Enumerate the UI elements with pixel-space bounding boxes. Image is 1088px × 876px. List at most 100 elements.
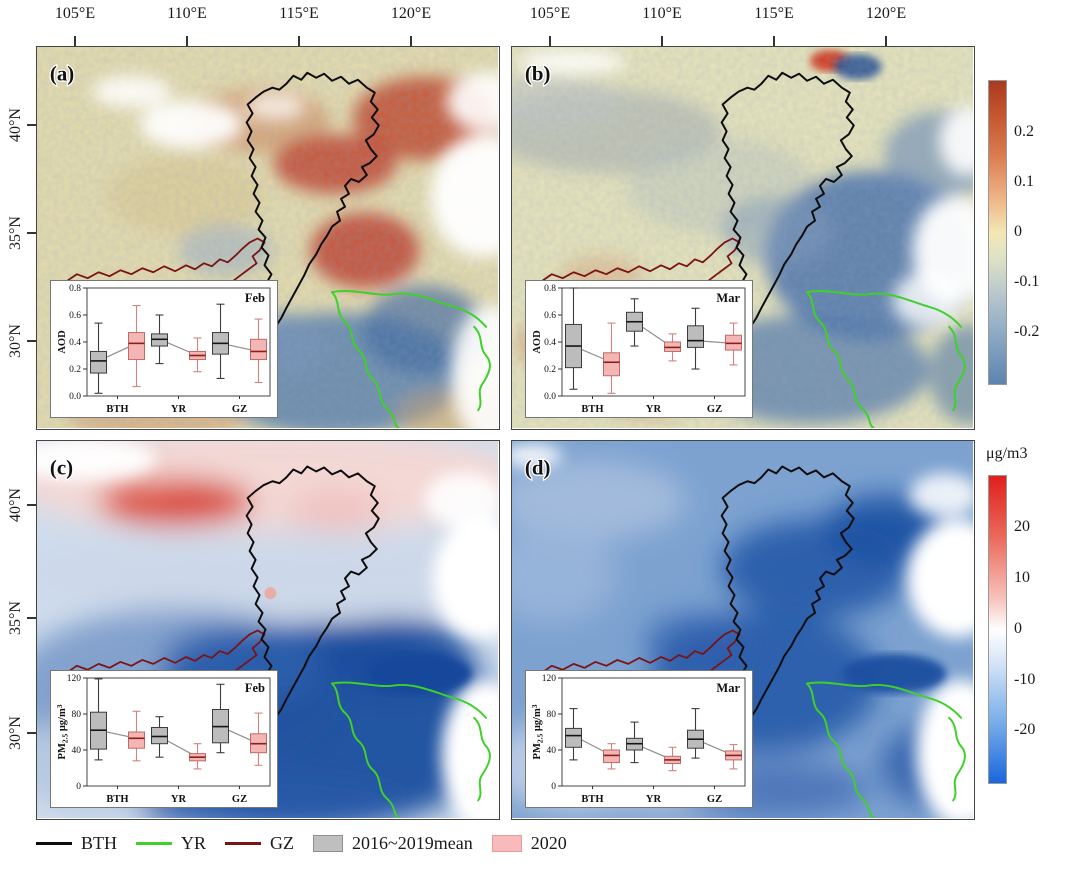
ytick-label: 0.0 bbox=[544, 392, 556, 402]
map-panel-b: (b) 0.0 0.2 0.4 0.6 0.8 AOD Mar BTH YR GZ bbox=[511, 46, 975, 430]
lon-tick bbox=[661, 36, 663, 46]
lat-tick bbox=[27, 617, 36, 619]
panel-letter-c: (c) bbox=[50, 457, 73, 479]
legend-label: 2016~2019mean bbox=[352, 832, 473, 853]
legend-item-2016-2019mean: 2016~2019mean bbox=[313, 833, 473, 854]
category-label: BTH bbox=[581, 794, 603, 805]
lat-label: 35°N bbox=[7, 216, 24, 250]
boxplot-frame bbox=[86, 287, 271, 397]
box bbox=[687, 325, 704, 348]
lon-tick bbox=[298, 36, 300, 46]
legend-label: 2020 bbox=[530, 832, 567, 853]
lon-tick bbox=[410, 36, 412, 46]
ytick-label: 120 bbox=[67, 674, 82, 684]
inset-boxplot-d: 0 40 80 120 PM2.5 μg/m3 Mar BTH YR GZ bbox=[525, 670, 753, 808]
panel-letter-a: (a) bbox=[50, 62, 74, 86]
legend-line-swatch bbox=[225, 841, 262, 845]
box bbox=[151, 727, 168, 745]
lon-tick bbox=[549, 36, 551, 46]
panel-letter-d: (d) bbox=[525, 457, 550, 479]
ytick-label: 0.6 bbox=[69, 311, 81, 321]
lon-tick bbox=[74, 36, 76, 46]
ytick-label: 80 bbox=[72, 710, 82, 720]
boxplot-svg-a: 0.0 0.2 0.4 0.6 0.8 AOD Feb BTH YR GZ bbox=[57, 284, 271, 415]
ytick-label: 120 bbox=[542, 674, 557, 684]
colorbar-tick-label: 0 bbox=[1014, 222, 1022, 240]
lon-label: 120°E bbox=[865, 5, 907, 22]
ytick-label: 40 bbox=[72, 746, 82, 756]
ytick-label: 0 bbox=[76, 782, 81, 792]
boxplot-svg-d: 0 40 80 120 PM2.5 μg/m3 Mar BTH YR GZ bbox=[530, 674, 746, 805]
box bbox=[90, 350, 107, 374]
ylabel: AOD bbox=[57, 330, 68, 354]
colorbar-pm: 20 10 0 -10 -20 bbox=[988, 475, 1036, 784]
ytick-label: 0.2 bbox=[544, 365, 556, 375]
legend-item-bth: BTH bbox=[36, 833, 117, 854]
box bbox=[128, 332, 145, 361]
legend-line-swatch bbox=[36, 841, 72, 845]
lat-tick bbox=[27, 124, 36, 126]
boxplot-frame bbox=[86, 677, 271, 787]
category-label: GZ bbox=[707, 404, 722, 415]
colorbar-tick-label: -10 bbox=[1014, 670, 1036, 688]
map-b-svg: (b) bbox=[512, 47, 973, 428]
lat-label: 30°N bbox=[7, 716, 24, 750]
category-label: BTH bbox=[106, 404, 128, 415]
box bbox=[603, 749, 620, 764]
box bbox=[250, 338, 267, 361]
ytick-label: 0.2 bbox=[69, 365, 81, 375]
legend-item-gz: GZ bbox=[225, 833, 294, 854]
inset-title: Mar bbox=[716, 291, 740, 305]
legend-box-swatch bbox=[313, 834, 344, 852]
panel-letter-b: (b) bbox=[525, 62, 551, 86]
colorbar-pm-unit: μg/m3 bbox=[986, 445, 1028, 462]
lon-label: 105°E bbox=[54, 5, 96, 22]
category-label: YR bbox=[646, 404, 662, 415]
legend-box-swatch bbox=[491, 834, 522, 852]
ylabel: PM2.5 μg/m3 bbox=[530, 704, 545, 759]
inset-title: Feb bbox=[245, 291, 265, 305]
category-label: GZ bbox=[232, 404, 247, 415]
category-label: GZ bbox=[707, 794, 722, 805]
box bbox=[128, 731, 145, 749]
map-panel-c: (c) 0 40 80 120 PM2.5 μg/m3 Feb BTH YR GZ bbox=[36, 440, 500, 820]
lat-label: 40°N bbox=[7, 488, 24, 522]
box bbox=[603, 352, 620, 377]
colorbar-tick-label: -0.2 bbox=[1014, 323, 1040, 341]
map-c-sea-white bbox=[37, 441, 498, 818]
map-c-shandong-peninsula bbox=[367, 654, 472, 694]
ytick-label: 0.4 bbox=[69, 338, 81, 348]
boxplot-svg-b: 0.0 0.2 0.4 0.6 0.8 AOD Mar BTH YR GZ bbox=[532, 284, 746, 415]
ylabel: PM2.5 μg/m3 bbox=[55, 704, 70, 759]
ytick-label: 0.8 bbox=[544, 284, 556, 294]
category-label: BTH bbox=[106, 794, 128, 805]
legend-line-swatch bbox=[136, 841, 172, 845]
lon-label: 120°E bbox=[390, 5, 432, 22]
ytick-label: 0.6 bbox=[544, 311, 556, 321]
colorbar-aod: 0.2 0.1 0 -0.1 -0.2 bbox=[988, 80, 1039, 385]
colorbar-tick-label: 0.1 bbox=[1014, 172, 1034, 190]
category-label: YR bbox=[646, 794, 662, 805]
colorbar-tick-label: -0.1 bbox=[1014, 272, 1040, 290]
ylabel: AOD bbox=[532, 330, 543, 354]
lat-label: 30°N bbox=[7, 324, 24, 358]
map-d-shandong-peninsula bbox=[842, 654, 947, 694]
ytick-label: 0 bbox=[551, 782, 556, 792]
lat-label: 35°N bbox=[7, 601, 24, 635]
legend-item-yr: YR bbox=[136, 833, 206, 854]
colorbar-tick-label: 10 bbox=[1014, 568, 1030, 586]
ytick-label: 0.8 bbox=[69, 284, 81, 294]
lon-tick bbox=[885, 36, 887, 46]
colorbar-pm-gradient bbox=[988, 475, 1007, 784]
ytick-label: 0.0 bbox=[69, 392, 81, 402]
ytick-label: 40 bbox=[547, 746, 557, 756]
lat-tick bbox=[27, 232, 36, 234]
lat-tick bbox=[27, 504, 36, 506]
legend-label: BTH bbox=[81, 832, 117, 853]
lon-label: 105°E bbox=[529, 5, 571, 22]
box bbox=[565, 727, 582, 748]
colorbar-tick-label: 0.2 bbox=[1014, 122, 1034, 140]
lat-tick bbox=[27, 732, 36, 734]
map-c-pink-dot bbox=[264, 587, 277, 600]
